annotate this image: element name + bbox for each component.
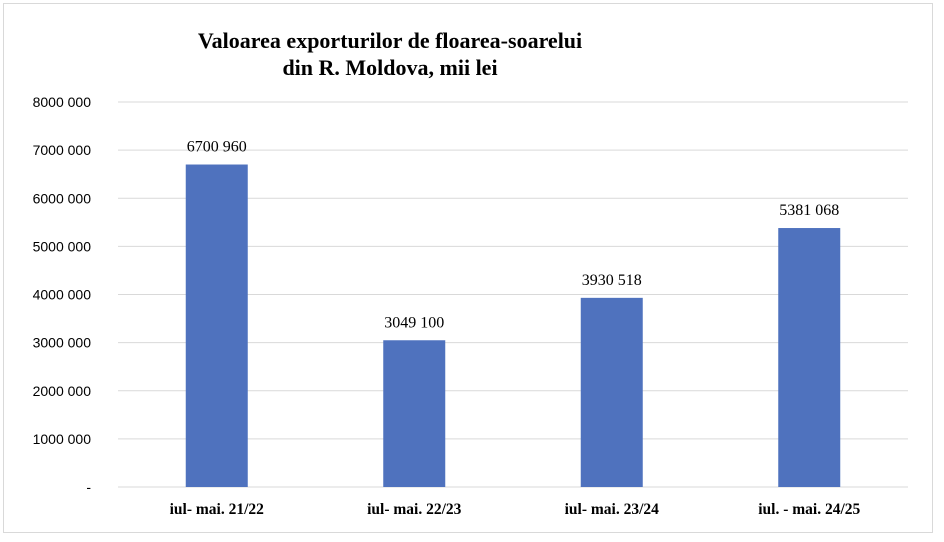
y-tick-label: -	[86, 479, 91, 495]
x-tick-label: iul- mai. 23/24	[565, 501, 660, 518]
y-tick-label: 3000 000	[33, 335, 92, 351]
data-label: 3049 100	[384, 314, 444, 331]
bar	[185, 164, 248, 487]
x-tick-label: iul. - mai. 24/25	[758, 501, 860, 518]
y-tick-label: 5000 000	[33, 238, 92, 254]
y-tick-label: 6000 000	[33, 190, 92, 206]
bar	[778, 228, 841, 487]
x-tick-label: iul- mai. 22/23	[367, 501, 462, 518]
y-tick-label: 2000 000	[33, 383, 92, 399]
x-axis-ticks: iul- mai. 21/22 iul- mai. 22/23 iul- mai. …	[170, 501, 861, 518]
data-label: 5381 068	[779, 202, 839, 219]
bar	[580, 297, 643, 487]
x-tick-label: iul- mai. 21/22	[170, 501, 265, 518]
chart-title: Valoarea exporturilor de floarea-soarelu…	[198, 28, 582, 80]
y-tick-label: 7000 000	[33, 142, 92, 158]
bars	[185, 164, 841, 487]
data-label: 3930 518	[582, 272, 642, 289]
y-tick-label: 8000 000	[33, 94, 92, 110]
gridlines	[118, 101, 908, 488]
chart-title-line-1: Valoarea exporturilor de floarea-soarelu…	[198, 28, 582, 53]
chart-title-line-2: din R. Moldova, mii lei	[282, 55, 497, 80]
y-axis-ticks: - 1000 000 2000 000 3000 000 4000 000 5000 00…	[33, 94, 92, 495]
y-tick-label: 4000 000	[33, 287, 92, 303]
y-tick-label: 1000 000	[33, 431, 92, 447]
data-label: 6700 960	[187, 139, 247, 156]
chart-frame	[3, 3, 933, 533]
data-labels: 6700 960 3049 100 3930 518 5381 068	[187, 139, 840, 332]
bar	[383, 340, 446, 487]
